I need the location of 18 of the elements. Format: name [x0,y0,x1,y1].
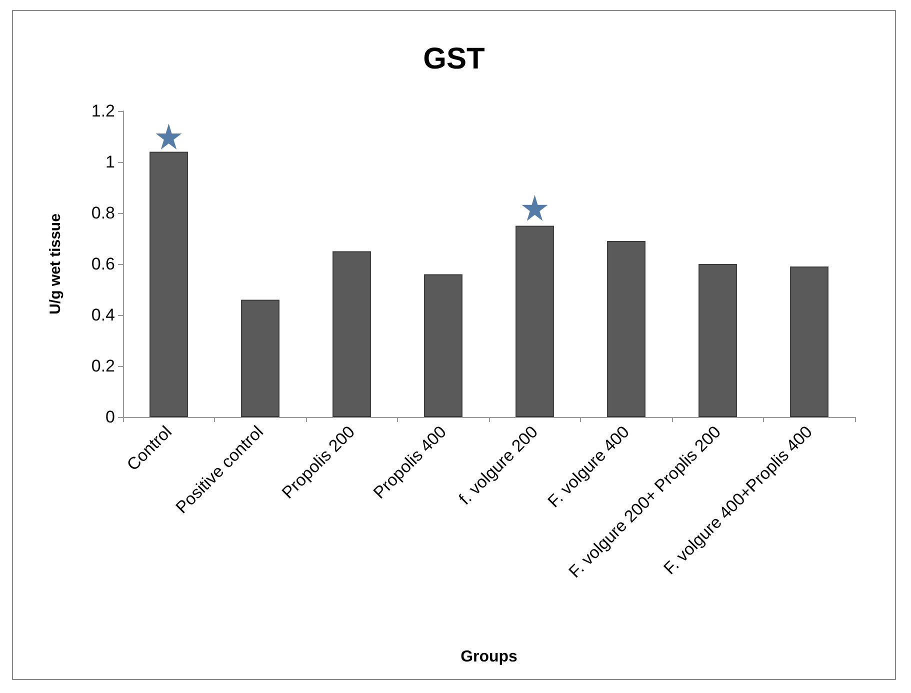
y-axis-title: U/g wet tissue [47,214,64,314]
x-axis-title: Groups [460,648,518,666]
y-tick-label: 0 [106,408,115,426]
bar [698,264,737,417]
y-tick-label: 0.4 [91,306,115,324]
bar [424,274,462,417]
bar [150,152,188,417]
y-tick-label: 0.2 [91,356,115,376]
y-tick-label: 0.6 [91,254,115,274]
y-tick-label: 0.8 [91,204,115,222]
y-tick-label: 1.2 [91,102,115,120]
bar [241,300,280,417]
bar [516,226,554,417]
bar [790,266,828,417]
bar [332,251,371,417]
bar [607,241,646,417]
y-tick-label: 1 [106,152,115,172]
chart-title: GST [423,42,485,76]
